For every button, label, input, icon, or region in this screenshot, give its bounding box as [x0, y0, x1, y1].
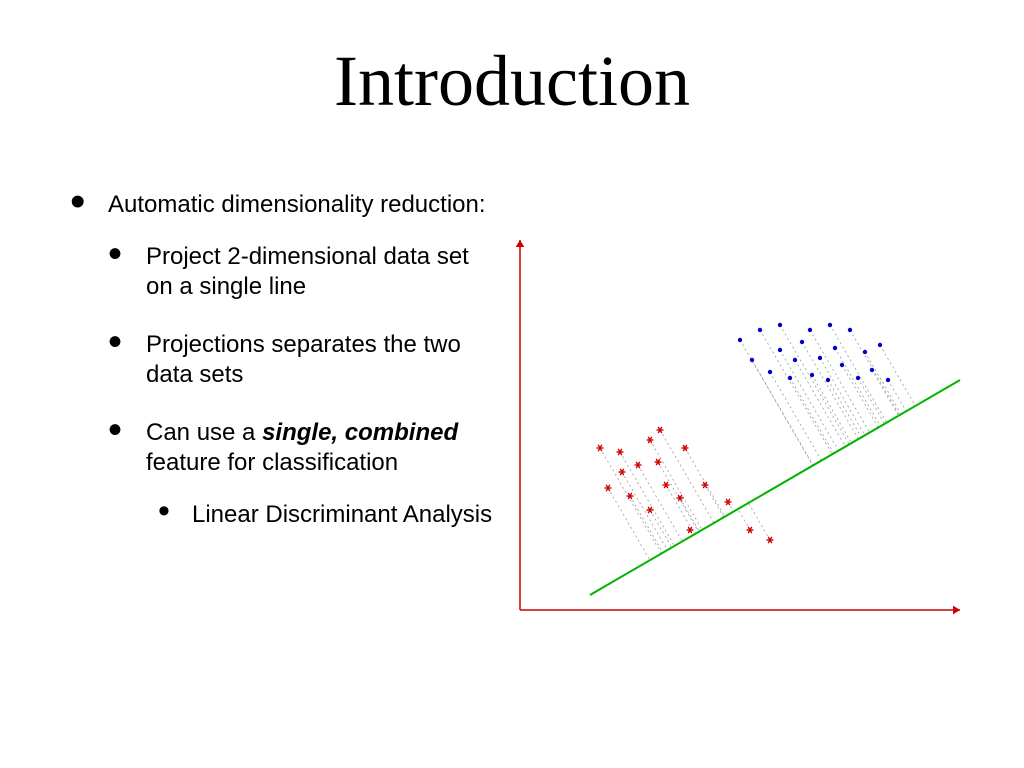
- slide-body: Automatic dimensionality reduction: Proj…: [70, 190, 500, 558]
- bullet-l3: Linear Discriminant Analysis: [158, 500, 500, 530]
- bullet-l2a: Project 2-dimensional data set on a sing…: [108, 242, 500, 302]
- bullet-l1-text: Automatic dimensionality reduction:: [108, 191, 486, 218]
- bullet-l2c: Can use a single, combined feature for c…: [108, 418, 500, 530]
- bullet-l2c-emph: single, combined: [262, 419, 458, 446]
- slide: Introduction Automatic dimensionality re…: [0, 0, 1024, 768]
- bullet-l2b: Projections separates the two data sets: [108, 330, 500, 390]
- slide-title: Introduction: [0, 40, 1024, 123]
- bullet-l1: Automatic dimensionality reduction: Proj…: [70, 190, 500, 530]
- bullet-l2c-pre: Can use a: [146, 419, 262, 446]
- bullet-l2c-post: feature for classification: [146, 449, 398, 476]
- lda-chart: [490, 230, 970, 650]
